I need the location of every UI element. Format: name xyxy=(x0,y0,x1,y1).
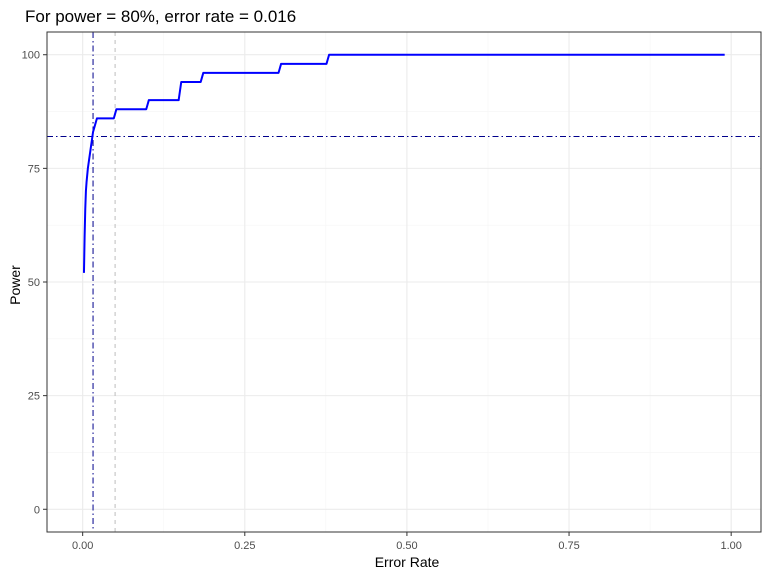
data-series xyxy=(82,53,725,273)
x-axis: 0.00 0.25 0.50 0.75 1.00 xyxy=(72,532,742,552)
y-axis-title: Power xyxy=(7,265,23,305)
x-tick-label: 1.00 xyxy=(720,540,741,552)
chart-title: For power = 80%, error rate = 0.016 xyxy=(25,7,296,26)
y-tick-label: 50 xyxy=(28,277,40,289)
x-tick-label: 0.00 xyxy=(72,540,93,552)
x-tick-label: 0.25 xyxy=(234,540,255,552)
y-tick-label: 75 xyxy=(28,163,40,175)
power-curve-line xyxy=(82,53,725,273)
y-axis: 0 25 50 75 100 xyxy=(22,50,47,516)
y-tick-label: 0 xyxy=(34,504,40,516)
x-axis-title: Error Rate xyxy=(375,554,440,570)
grid-lines xyxy=(47,32,761,532)
y-tick-label: 100 xyxy=(22,50,40,62)
y-tick-label: 25 xyxy=(28,391,40,403)
x-tick-label: 0.75 xyxy=(558,540,579,552)
x-tick-label: 0.50 xyxy=(396,540,417,552)
